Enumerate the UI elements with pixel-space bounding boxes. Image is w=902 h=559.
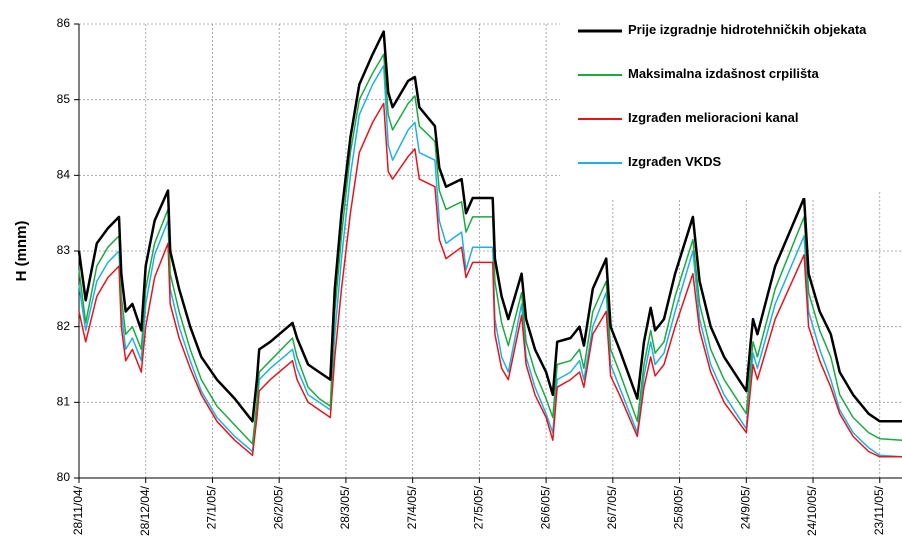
legend-swatch [578, 118, 622, 120]
x-tick-label: 28/11/04/ [71, 485, 85, 535]
legend-label: Prije izgradnje hidrotehničkih objekata [628, 22, 867, 37]
x-tick-label: 26/2/05/ [271, 485, 285, 529]
x-tick-label: 26/7/05/ [605, 485, 619, 529]
legend-label: Izgrađen melioracioni kanal [628, 110, 799, 125]
series-line [77, 30, 902, 423]
legend-swatch [578, 162, 622, 164]
x-tick-label: 28/12/04/ [138, 485, 152, 536]
y-tick-label: 85 [57, 92, 71, 106]
y-tick-label: 80 [57, 470, 71, 484]
x-tick-label: 25/8/05/ [672, 485, 686, 529]
series-line [78, 53, 902, 445]
legend-swatch [578, 74, 622, 76]
legend-label: Izgrađen VKDS [628, 154, 722, 169]
series-line [78, 64, 902, 458]
y-tick-label: 83 [57, 243, 71, 257]
y-tick-label: 81 [57, 395, 71, 409]
legend-swatch [578, 29, 622, 33]
legend-item: Izgrađen VKDS [578, 154, 878, 198]
x-tick-label: 26/6/05/ [538, 485, 552, 529]
legend-item: Prije izgradnje hidrotehničkih objekata [578, 22, 878, 66]
x-tick-label: 27/1/05/ [205, 485, 219, 529]
legend: Prije izgradnje hidrotehničkih objekata M… [578, 22, 878, 198]
x-tick-label: 24/10/05/ [805, 485, 819, 536]
x-tick-label: 23/11/05/ [872, 485, 886, 535]
x-tick-label: 27/4/05/ [405, 485, 419, 529]
y-tick-label: 84 [57, 168, 71, 182]
y-tick-label: 82 [57, 319, 71, 333]
legend-item: Izgrađen melioracioni kanal [578, 110, 878, 154]
legend-label: Maksimalna izdašnost crpilišta [628, 66, 819, 81]
x-tick-label: 24/9/05/ [738, 485, 752, 529]
x-tick-label: 28/3/05/ [338, 485, 352, 529]
y-axis-label: H (mnm) [13, 221, 30, 282]
legend-item: Maksimalna izdašnost crpilišta [578, 66, 878, 110]
series-line [78, 102, 902, 458]
y-tick-label: 86 [57, 16, 71, 30]
x-tick-label: 27/5/05/ [472, 485, 486, 529]
